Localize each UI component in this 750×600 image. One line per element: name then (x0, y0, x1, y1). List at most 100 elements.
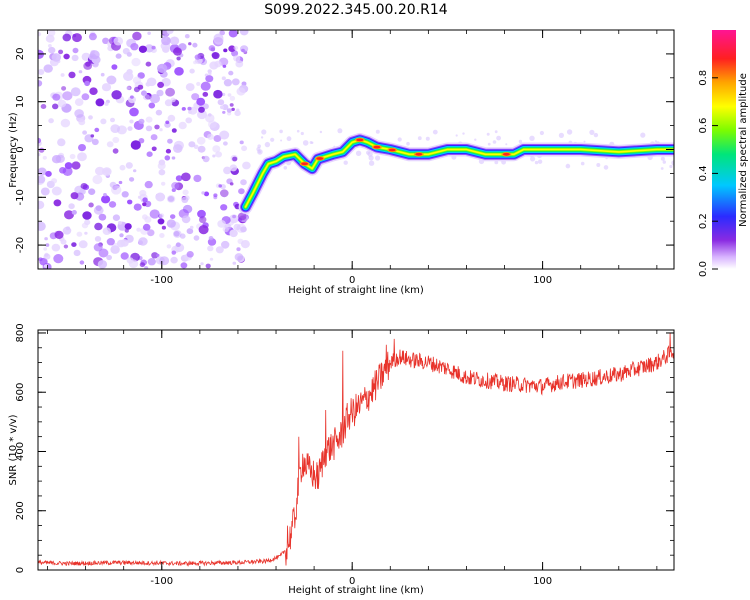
y-tick-label: 200 (15, 501, 26, 520)
noise-speckle (55, 154, 65, 163)
noise-speckle (63, 244, 69, 249)
y-tick-label: 400 (15, 442, 26, 461)
noise-speckle (48, 118, 54, 124)
noise-speckle (193, 235, 200, 241)
noise-speckle (270, 137, 275, 142)
noise-speckle (164, 155, 171, 161)
noise-speckle (52, 103, 59, 110)
noise-speckle (132, 76, 142, 85)
noise-speckle (129, 119, 134, 124)
noise-speckle (240, 226, 247, 233)
noise-speckle (92, 174, 103, 185)
noise-speckle (181, 107, 186, 111)
noise-speckle (70, 192, 79, 200)
noise-speckle (241, 145, 248, 152)
noise-speckle (176, 56, 181, 61)
noise-speckle (194, 54, 201, 60)
noise-speckle (222, 64, 227, 68)
noise-speckle (492, 140, 497, 144)
noise-speckle (189, 68, 195, 74)
snr-frame (37, 329, 675, 571)
y-tick-label: -10 (15, 189, 26, 205)
noise-speckle (217, 99, 225, 106)
noise-speckle (355, 150, 362, 156)
noise-speckle (161, 225, 166, 230)
noise-speckle (78, 119, 86, 126)
noise-speckle (280, 139, 283, 142)
noise-speckle (144, 200, 152, 208)
noise-speckle (108, 201, 117, 208)
noise-speckle (53, 254, 64, 264)
noise-speckle (88, 202, 94, 208)
noise-speckle (143, 94, 150, 101)
noise-speckle (84, 80, 90, 87)
noise-speckle (111, 90, 122, 100)
noise-speckle (221, 240, 230, 249)
noise-speckle (200, 262, 204, 266)
noise-speckle (197, 145, 206, 153)
noise-speckle (85, 61, 91, 67)
noise-speckle (43, 264, 48, 268)
noise-speckle (188, 42, 192, 46)
noise-speckle (205, 75, 214, 83)
noise-speckle (209, 257, 214, 261)
noise-speckle (233, 223, 241, 231)
noise-speckle (213, 193, 218, 198)
noise-speckle (138, 237, 148, 246)
noise-speckle (40, 104, 47, 109)
noise-speckle (51, 186, 62, 196)
x-tick-label: 0 (349, 275, 355, 286)
noise-speckle (196, 136, 206, 145)
x-tick-label: -100 (150, 576, 173, 587)
noise-speckle (124, 223, 132, 230)
signal-hot-spot-core (502, 152, 510, 156)
colorbar-tick-label: 0.8 (698, 70, 709, 86)
noise-speckle (302, 140, 309, 146)
noise-speckle (198, 106, 205, 113)
noise-speckle (496, 135, 501, 141)
noise-speckle (226, 108, 232, 113)
x-tick-label: 100 (533, 576, 552, 587)
noise-speckle (660, 156, 665, 161)
noise-speckle (89, 50, 100, 60)
noise-speckle (89, 87, 98, 95)
noise-speckle (133, 203, 142, 211)
x-tick-label: 0 (349, 576, 355, 587)
noise-speckle (161, 36, 171, 46)
noise-speckle (219, 130, 230, 140)
noise-speckle (51, 243, 61, 252)
noise-speckle (167, 138, 173, 144)
snr-y-label: SNR (10 * v/v) (8, 414, 19, 485)
x-tick-label: -100 (150, 275, 173, 286)
noise-speckle (300, 131, 304, 136)
noise-speckle (44, 237, 48, 241)
signal-track-layer (244, 139, 674, 208)
noise-speckle (60, 73, 65, 77)
noise-speckle (69, 153, 76, 160)
noise-speckle (139, 189, 147, 197)
noise-speckle (455, 134, 458, 137)
noise-speckle (181, 172, 191, 182)
noise-speckle (127, 199, 133, 205)
noise-speckle (125, 162, 133, 169)
noise-speckle (366, 150, 371, 155)
noise-speckle (188, 110, 193, 114)
noise-speckle (145, 116, 153, 123)
noise-speckle (38, 69, 45, 75)
noise-speckle (215, 246, 224, 254)
noise-speckle (375, 155, 381, 161)
noise-speckle (171, 250, 177, 255)
noise-speckle (215, 151, 223, 158)
noise-speckle (228, 70, 234, 76)
noise-speckle (212, 154, 216, 158)
noise-speckle (130, 140, 141, 150)
noise-speckle (38, 221, 46, 231)
noise-speckle (662, 160, 666, 164)
noise-speckle (129, 177, 135, 182)
noise-speckle (539, 130, 545, 136)
y-tick-label: 20 (15, 48, 26, 61)
noise-speckle (111, 185, 122, 195)
noise-speckle (185, 117, 192, 124)
noise-speckle (91, 138, 99, 146)
noise-speckle (207, 133, 214, 140)
